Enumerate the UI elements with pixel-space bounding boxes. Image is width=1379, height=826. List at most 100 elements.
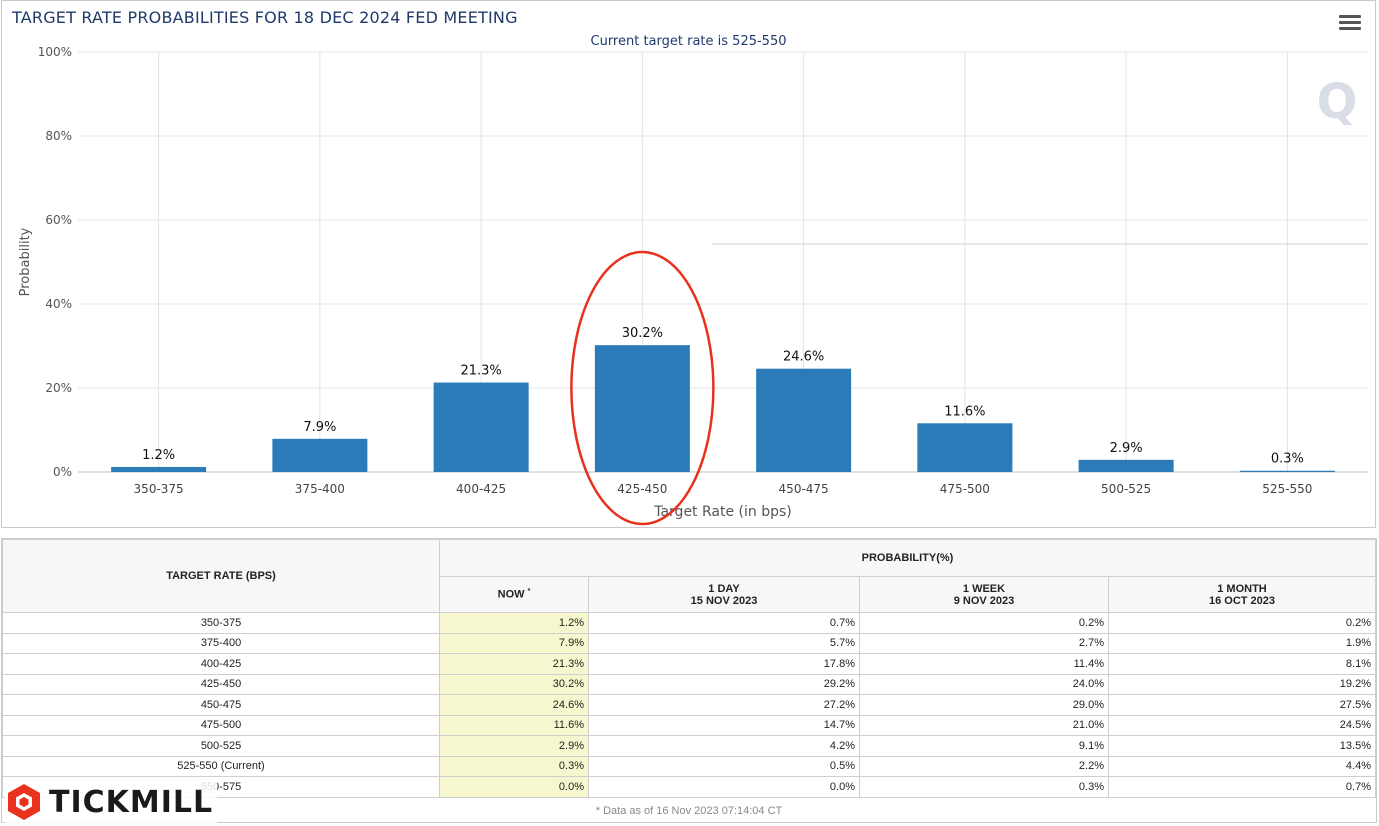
rate-cell: 525-550 (Current) xyxy=(2,755,440,777)
one-day-cell: 29.2% xyxy=(588,673,860,695)
probability-table: TARGET RATE (BPS) PROBABILITY(%) NOW * 1… xyxy=(2,539,1376,798)
rate-cell: 500-525 xyxy=(2,735,440,757)
bar xyxy=(1078,459,1174,472)
table-row: 475-500 11.6% 14.7% 21.0% 24.5% xyxy=(2,714,1376,736)
one-month-cell: 0.7% xyxy=(1108,776,1376,798)
now-cell: 11.6% xyxy=(439,714,589,736)
one-day-cell: 0.5% xyxy=(588,755,860,777)
now-cell: 7.9% xyxy=(439,632,589,654)
rate-cell: 425-450 xyxy=(2,673,440,695)
y-tick-label: 80% xyxy=(45,129,72,143)
bar xyxy=(272,438,368,472)
one-day-cell: 5.7% xyxy=(588,632,860,654)
bar xyxy=(1239,470,1335,472)
table-row: 525-550 (Current) 0.3% 0.5% 2.2% 4.4% xyxy=(2,755,1376,777)
x-tick-label: 525-550 xyxy=(1262,482,1312,496)
one-month-cell: 27.5% xyxy=(1108,694,1376,716)
bar xyxy=(756,368,852,472)
one-month-cell: 0.2% xyxy=(1108,612,1376,634)
one-week-cell: 2.7% xyxy=(859,632,1109,654)
rate-cell: 450-475 xyxy=(2,694,440,716)
one-day-cell: 0.0% xyxy=(588,776,860,798)
one-month-cell: 8.1% xyxy=(1108,653,1376,675)
one-week-cell: 2.2% xyxy=(859,755,1109,777)
y-tick-label: 0% xyxy=(53,465,72,479)
tickmill-logo-icon xyxy=(8,784,40,820)
rate-cell: 400-425 xyxy=(2,653,440,675)
bar-value-label: 24.6% xyxy=(783,350,824,365)
header-target-rate: TARGET RATE (BPS) xyxy=(2,539,440,613)
rate-cell: 475-500 xyxy=(2,714,440,736)
table-row: 375-400 7.9% 5.7% 2.7% 1.9% xyxy=(2,632,1376,654)
bar xyxy=(111,466,207,472)
chart-title: TARGET RATE PROBABILITIES FOR 18 DEC 202… xyxy=(12,8,518,27)
bar-chart: 0% 20% 40% 60% 80% 100% 1.2% 350-375 7.9% 375-400… xyxy=(18,45,1368,526)
header-1-day: 1 DAY 15 NOV 2023 xyxy=(588,576,860,613)
now-cell: 24.6% xyxy=(439,694,589,716)
one-week-cell: 0.2% xyxy=(859,612,1109,634)
footnote: * Data as of 16 Nov 2023 07:14:04 CT xyxy=(595,805,783,817)
bar-value-label: 1.2% xyxy=(142,448,175,463)
tickmill-logo: TICKMILL xyxy=(5,781,218,823)
header-1-week: 1 WEEK 9 NOV 2023 xyxy=(859,576,1109,613)
one-month-cell: 4.4% xyxy=(1108,755,1376,777)
one-week-cell: 21.0% xyxy=(859,714,1109,736)
rate-cell: 350-375 xyxy=(2,612,440,634)
one-month-cell: 19.2% xyxy=(1108,673,1376,695)
x-tick-label: 425-450 xyxy=(617,482,667,496)
x-tick-label: 350-375 xyxy=(134,482,184,496)
y-tick-label: 40% xyxy=(45,297,72,311)
bar-value-label: 30.2% xyxy=(622,326,663,341)
bar-value-label: 21.3% xyxy=(460,364,501,379)
probability-table-panel: TARGET RATE (BPS) PROBABILITY(%) NOW * 1… xyxy=(1,538,1377,823)
one-week-cell: 9.1% xyxy=(859,735,1109,757)
y-tick-label: 100% xyxy=(38,45,72,59)
x-tick-label: 375-400 xyxy=(295,482,345,496)
one-week-cell: 24.0% xyxy=(859,673,1109,695)
x-tick-label: 475-500 xyxy=(940,482,990,496)
now-cell: 21.3% xyxy=(439,653,589,675)
one-day-cell: 0.7% xyxy=(588,612,860,634)
bar-value-label: 7.9% xyxy=(303,420,336,435)
chart-panel: TARGET RATE PROBABILITIES FOR 18 DEC 202… xyxy=(1,0,1376,528)
one-day-cell: 17.8% xyxy=(588,653,860,675)
y-axis-title: Probability xyxy=(18,227,33,296)
one-month-cell: 1.9% xyxy=(1108,632,1376,654)
one-day-cell: 4.2% xyxy=(588,735,860,757)
bar xyxy=(917,423,1013,472)
bar xyxy=(594,345,690,472)
one-day-cell: 14.7% xyxy=(588,714,860,736)
table-row: 500-525 2.9% 4.2% 9.1% 13.5% xyxy=(2,735,1376,757)
bar xyxy=(433,382,529,472)
table-row: 350-375 1.2% 0.7% 0.2% 0.2% xyxy=(2,612,1376,634)
watermark-q-logo: Q xyxy=(1317,74,1358,130)
chart-menu-icon[interactable] xyxy=(1339,15,1361,33)
x-axis-title: Target Rate (in bps) xyxy=(653,504,792,520)
x-tick-label: 450-475 xyxy=(779,482,829,496)
bar-value-label: 11.6% xyxy=(944,404,985,419)
one-week-cell: 0.3% xyxy=(859,776,1109,798)
now-cell: 2.9% xyxy=(439,735,589,757)
bar-value-label: 0.3% xyxy=(1271,452,1304,467)
table-row: 450-475 24.6% 27.2% 29.0% 27.5% xyxy=(2,694,1376,716)
now-cell: 0.0% xyxy=(439,776,589,798)
x-tick-label: 500-525 xyxy=(1101,482,1151,496)
one-month-cell: 24.5% xyxy=(1108,714,1376,736)
table-body: 350-375 1.2% 0.7% 0.2% 0.2% 375-400 7.9% 5.7% 2.… xyxy=(2,612,1376,798)
bar-value-label: 2.9% xyxy=(1110,441,1143,456)
chart-subtitle: Current target rate is 525-550 xyxy=(590,34,787,49)
now-cell: 0.3% xyxy=(439,755,589,777)
now-cell: 30.2% xyxy=(439,673,589,695)
header-now: NOW * xyxy=(439,576,589,613)
y-tick-label: 60% xyxy=(45,213,72,227)
one-month-cell: 13.5% xyxy=(1108,735,1376,757)
header-1-month: 1 MONTH 16 OCT 2023 xyxy=(1108,576,1376,613)
rate-cell: 375-400 xyxy=(2,632,440,654)
tickmill-logo-text: TICKMILL xyxy=(49,784,214,820)
table-row: 425-450 30.2% 29.2% 24.0% 19.2% xyxy=(2,673,1376,695)
now-cell: 1.2% xyxy=(439,612,589,634)
x-tick-label: 400-425 xyxy=(456,482,506,496)
y-tick-label: 20% xyxy=(45,381,72,395)
one-week-cell: 11.4% xyxy=(859,653,1109,675)
one-week-cell: 29.0% xyxy=(859,694,1109,716)
